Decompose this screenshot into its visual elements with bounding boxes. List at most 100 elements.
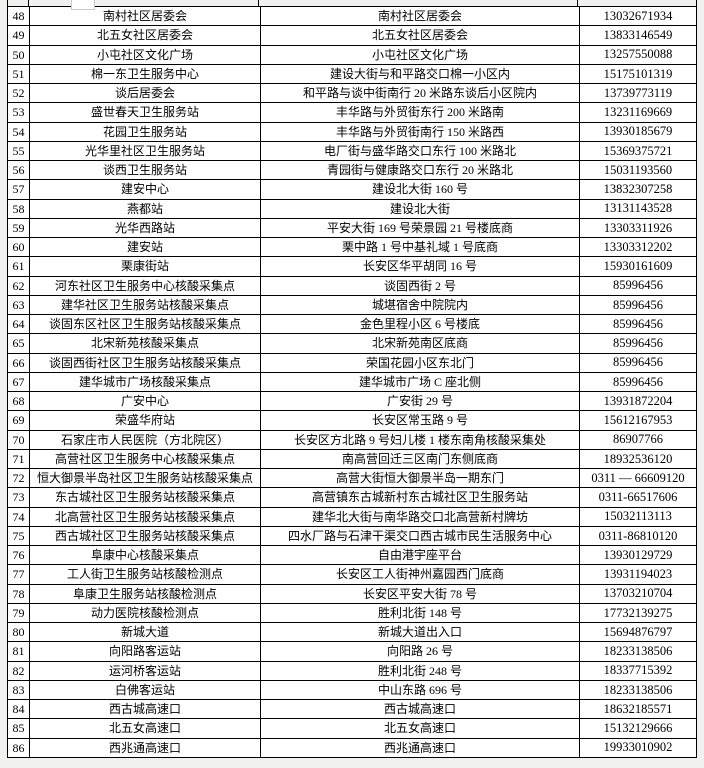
site-name-cell: 盛世春天卫生服务站	[30, 103, 261, 122]
row-number-cell: 61	[8, 257, 30, 276]
site-address-cell: 城堪宿舍中院院内	[261, 295, 580, 314]
site-phone-cell: 15930161609	[603, 259, 673, 274]
site-phone-cell: 15032113113	[604, 509, 672, 524]
column-border-stub	[258, 0, 259, 7]
table-row: 73 东古城社区卫生服务站核酸采集点 高营镇东古城新村东古城社区卫生服务站 03…	[8, 488, 696, 508]
site-address-cell: 胜利北街 248 号	[261, 661, 580, 680]
site-name-cell: 白佛客运站	[30, 680, 261, 699]
table-row: 67 建华城市广场核酸采集点 建华城市广场 C 座北侧 85996456	[8, 372, 696, 392]
column-border-stub	[577, 0, 578, 7]
row-number-cell: 54	[8, 122, 30, 141]
table-row: 68 广安中心 广安街 29 号 13931872204	[8, 392, 696, 412]
site-phone-cell: 85996456	[613, 355, 663, 370]
site-address-cell: 北宋新苑南区底商	[261, 334, 580, 353]
table-row: 81 向阳路客运站 向阳路 26 号 18233138506	[8, 642, 696, 662]
site-name-cell: 东古城社区卫生服务站核酸采集点	[30, 488, 261, 507]
table-row: 72 恒大御景半岛社区卫生服务站核酸采集点 高营大街恒大御景半岛一期东门 031…	[8, 469, 696, 489]
site-phone-cell: 19933010902	[603, 740, 673, 755]
site-phone-cell: 15031193560	[603, 162, 673, 177]
site-phone-cell: 18932536120	[603, 451, 673, 466]
site-phone-cell: 13832307258	[603, 182, 673, 197]
site-phone-cell: 13703210704	[603, 586, 673, 601]
site-phone-cell: 85996456	[613, 374, 663, 389]
table-row: 77 工人街卫生服务站核酸检测点 长安区工人街神州嘉园西门底商 13931194…	[8, 565, 696, 585]
row-number-cell: 76	[8, 546, 30, 565]
site-phone-cell: 13833146549	[603, 28, 673, 43]
site-name-cell: 燕都站	[30, 199, 261, 218]
site-phone-cell: 15132129666	[603, 721, 673, 736]
row-number-cell: 86	[8, 738, 30, 757]
table-row: 86 西兆通高速口 西兆通高速口 19933010902	[8, 738, 696, 757]
site-name-cell: 建安中心	[30, 180, 261, 199]
row-number-cell: 65	[8, 334, 30, 353]
table-row: 69 荣盛华府站 长安区常玉路 9 号 15612167953	[8, 411, 696, 431]
table-row: 49 北五女社区居委会 北五女社区居委会 13833146549	[8, 26, 696, 46]
site-phone-cell: 13931872204	[603, 393, 673, 408]
site-address-cell: 电厂街与盛华路交口东行 100 米路北	[261, 141, 580, 160]
site-phone-cell: 13739773119	[603, 85, 673, 100]
table-row: 63 建华社区卫生服务站核酸采集点 城堪宿舍中院院内 85996456	[8, 295, 696, 315]
site-phone-cell: 15694876797	[603, 624, 673, 639]
row-number-cell: 83	[8, 680, 30, 699]
row-number-cell: 58	[8, 199, 30, 218]
site-name-cell: 北宋新苑核酸采集点	[30, 334, 261, 353]
table-row: 64 谈固东区社区卫生服务站核酸采集点 金色里程小区 6 号楼底 8599645…	[8, 315, 696, 335]
row-number-cell: 77	[8, 565, 30, 584]
site-name-cell: 棉一东卫生服务中心	[30, 64, 261, 83]
row-number-cell: 81	[8, 642, 30, 661]
site-address-cell: 自由港宇座平台	[261, 546, 580, 565]
row-number-cell: 48	[8, 7, 30, 26]
table-row: 83 白佛客运站 中山东路 696 号 18233138506	[8, 680, 696, 700]
table-row: 75 西古城社区卫生服务站核酸采集点 四水厂路与石津干渠交口西古城市民生活服务中…	[8, 526, 696, 546]
site-phone-cell: 13303312202	[603, 239, 673, 254]
row-number-cell: 79	[8, 603, 30, 622]
site-address-cell: 和平路与谈中街南行 20 米路东谈后小区院内	[261, 84, 580, 103]
site-phone-cell: 15175101319	[603, 66, 673, 81]
site-name-cell: 谈西卫生服务站	[30, 161, 261, 180]
site-phone-cell: 18233138506	[603, 644, 673, 659]
row-number-cell: 55	[8, 141, 30, 160]
row-number-cell: 72	[8, 469, 30, 488]
cutoff-row-above	[7, 0, 697, 7]
site-address-cell: 建设北大街	[261, 199, 580, 218]
site-phone-cell: 13131143528	[603, 201, 673, 216]
site-name-cell: 阜康卫生服务站核酸检测点	[30, 584, 261, 603]
table-row: 66 谈固西街社区卫生服务站核酸采集点 荣国花园小区东北门 85996456	[8, 353, 696, 373]
row-number-cell: 63	[8, 295, 30, 314]
site-phone-cell: 13303311926	[603, 220, 673, 235]
site-address-cell: 广安街 29 号	[261, 392, 580, 411]
site-address-cell: 长安区方北路 9 号妇儿楼 1 楼东南角核酸采集处	[261, 430, 580, 449]
site-name-cell: 光华西路站	[30, 218, 261, 237]
table-row: 52 谈后居委会 和平路与谈中街南行 20 米路东谈后小区院内 13739773…	[8, 84, 696, 104]
row-number-cell: 68	[8, 392, 30, 411]
site-address-cell: 建华北大街与南华路交口北高营新村牌坊	[261, 507, 580, 526]
site-phone-cell: 86907766	[613, 432, 663, 447]
table-row: 70 石家庄市人民医院（方北院区） 长安区方北路 9 号妇儿楼 1 楼东南角核酸…	[8, 430, 696, 450]
sites-table: 48 南村社区居委会 南村社区居委会 13032671934 49 北五女社区居…	[7, 6, 697, 758]
site-name-cell: 恒大御景半岛社区卫生服务站核酸采集点	[30, 469, 261, 488]
site-address-cell: 谈固西街 2 号	[261, 276, 580, 295]
site-address-cell: 中山东路 696 号	[261, 680, 580, 699]
site-address-cell: 长安区平安大街 78 号	[261, 584, 580, 603]
table-row: 80 新城大道 新城大道出入口 15694876797	[8, 623, 696, 643]
site-name-cell: 动力医院核酸检测点	[30, 603, 261, 622]
site-phone-cell: 0311 — 66609120	[591, 470, 685, 485]
row-number-cell: 62	[8, 276, 30, 295]
table-row: 54 花园卫生服务站 丰华路与外贸街南行 150 米路西 13930185679	[8, 122, 696, 142]
site-phone-cell: 17732139275	[603, 605, 673, 620]
table-row: 59 光华西路站 平安大街 169 号荣景园 21 号楼底商 133033119…	[8, 218, 696, 238]
row-number-cell: 82	[8, 661, 30, 680]
site-address-cell: 四水厂路与石津干渠交口西古城市民生活服务中心	[261, 526, 580, 545]
site-name-cell: 花园卫生服务站	[30, 122, 261, 141]
site-name-cell: 河东社区卫生服务中心核酸采集点	[30, 276, 261, 295]
table-row: 78 阜康卫生服务站核酸检测点 长安区平安大街 78 号 13703210704	[8, 584, 696, 604]
site-name-cell: 工人街卫生服务站核酸检测点	[30, 565, 261, 584]
site-name-cell: 向阳路客运站	[30, 642, 261, 661]
row-number-cell: 59	[8, 218, 30, 237]
table-row: 62 河东社区卫生服务中心核酸采集点 谈固西街 2 号 85996456	[8, 276, 696, 296]
table-row: 76 阜康中心核酸采集点 自由港宇座平台 13930129729	[8, 546, 696, 566]
site-name-cell: 南村社区居委会	[30, 7, 261, 26]
site-address-cell: 南高营回迁三区南门东侧底商	[261, 449, 580, 468]
table-row: 58 燕都站 建设北大街 13131143528	[8, 199, 696, 219]
site-name-cell: 阜康中心核酸采集点	[30, 546, 261, 565]
